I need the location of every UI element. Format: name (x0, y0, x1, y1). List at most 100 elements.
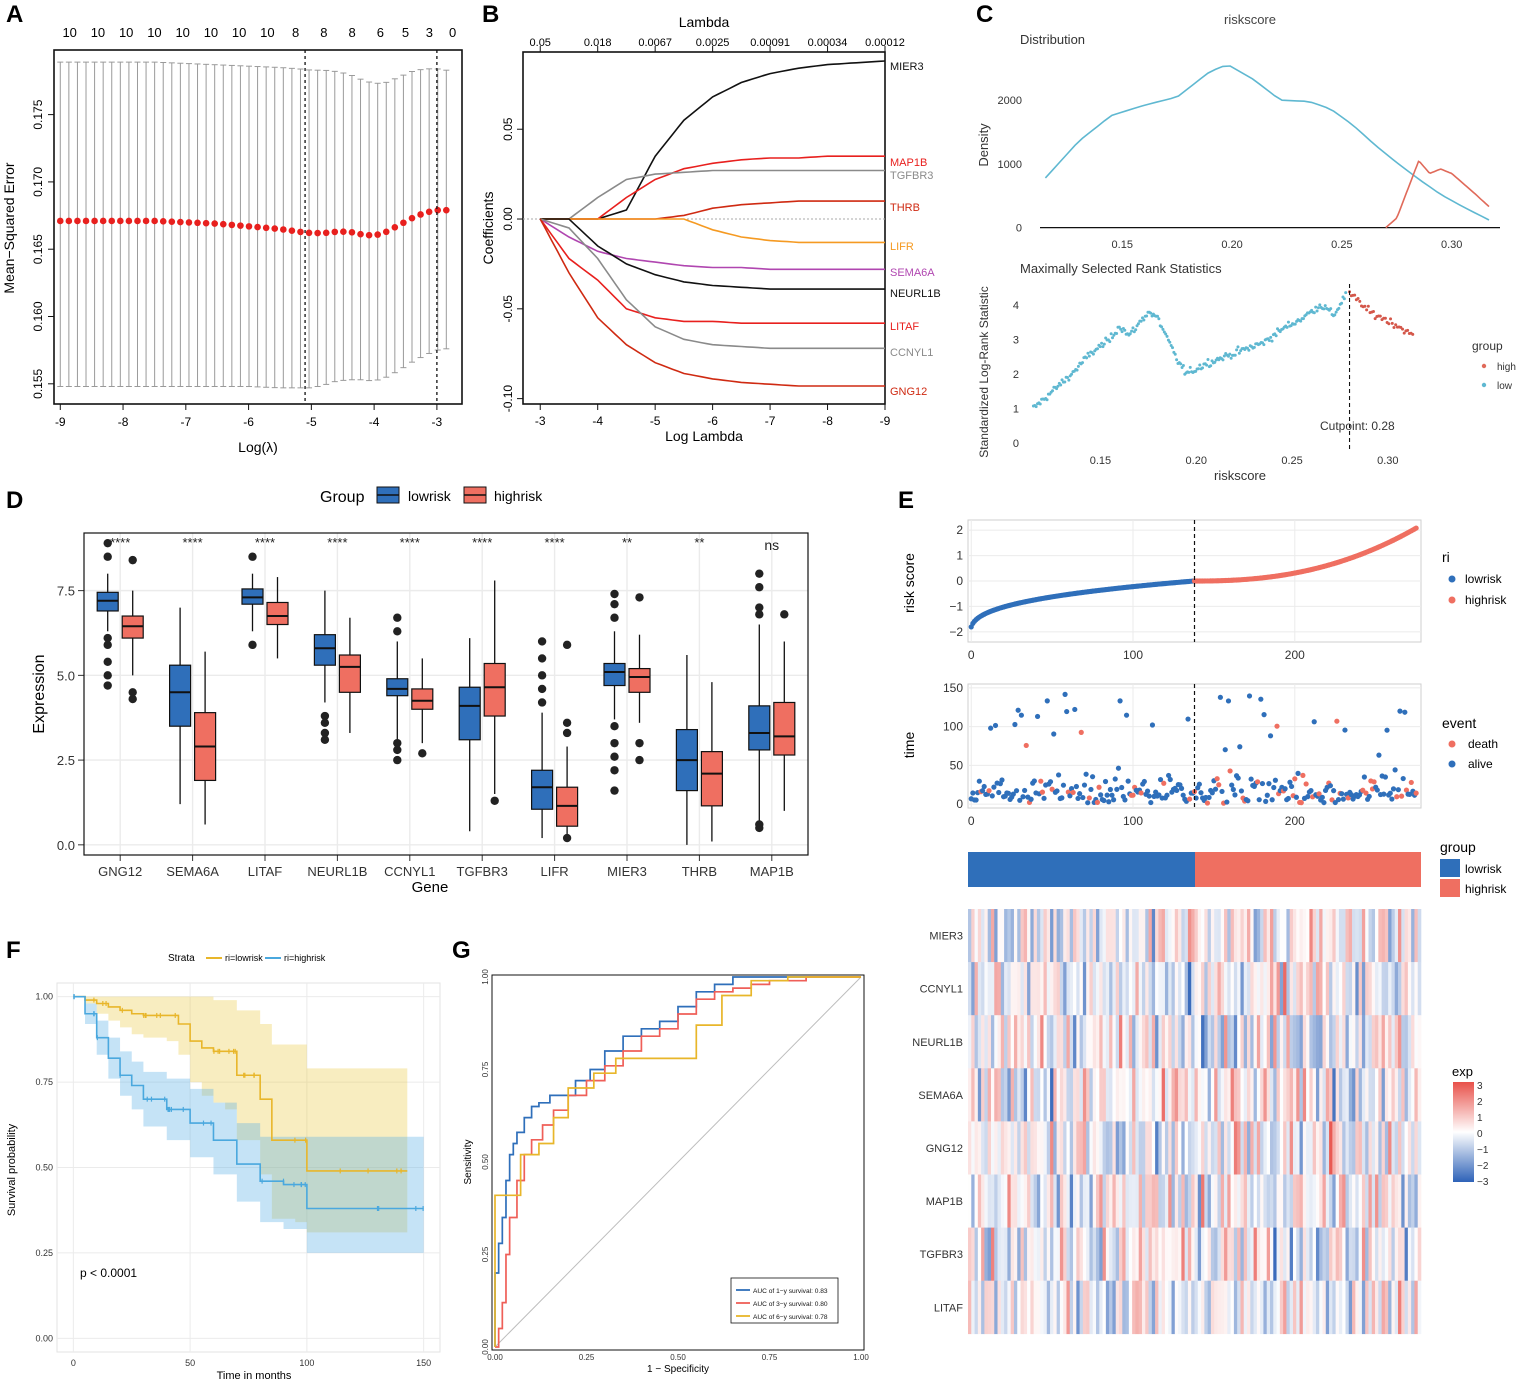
rank-point-low (1145, 314, 1149, 318)
mse-point (99, 217, 107, 225)
x-tick-label: -7 (180, 415, 191, 429)
heatmap-cell (1122, 962, 1126, 1016)
time-point-alive (1402, 709, 1408, 715)
time-point-alive (1051, 731, 1057, 737)
panel-f-ylabel: Survival probability (6, 1123, 18, 1216)
heatmap-cell (1066, 1015, 1071, 1069)
mse-point (151, 217, 158, 225)
heatmap-cell (1043, 1227, 1048, 1281)
time-point-alive (976, 778, 982, 784)
heatmap-cell (1368, 1121, 1373, 1175)
heatmap-cell (1233, 1174, 1238, 1228)
panel-c-legend-low-key (1481, 382, 1487, 388)
x-tick-label: 100 (299, 1358, 314, 1368)
heatmap-cell (1056, 962, 1061, 1016)
heatmap-cell (1338, 962, 1343, 1016)
heatmap-cell (1181, 1227, 1185, 1281)
heatmap-cell (1043, 1174, 1048, 1228)
heatmap-cell (1119, 962, 1123, 1016)
heatmap-cell (1158, 909, 1162, 963)
outlier-lowrisk (103, 633, 112, 643)
time-point-alive (1308, 788, 1314, 794)
heatmap-cell (1128, 1174, 1133, 1228)
heatmap-cell (997, 1068, 1002, 1122)
heatmap-cell (1191, 1280, 1195, 1335)
time-point-alive (1034, 713, 1041, 720)
time-point-death (1300, 772, 1306, 778)
time-point-alive (1157, 776, 1164, 783)
heatmap-cell (1105, 1174, 1110, 1228)
time-point-alive (1287, 779, 1293, 785)
time-point-alive (1085, 800, 1091, 806)
heatmap-cell (1066, 1174, 1071, 1228)
heatmap-cell (1151, 909, 1156, 963)
time-point-alive (1271, 784, 1277, 791)
outlier-lowrisk (393, 738, 402, 748)
heatmap-cell (1207, 1121, 1212, 1175)
heatmap-cell (1046, 1227, 1051, 1281)
heatmap-cell (1352, 1280, 1356, 1335)
heatmap-cell (1384, 1068, 1389, 1122)
heatmap-cell (1335, 1068, 1340, 1122)
panel-e-group-bar-lowrisk (968, 852, 1195, 887)
time-point-alive (1064, 708, 1070, 715)
km-curve-lowrisk (73, 995, 408, 1172)
panel-e-group-legend-highrisk-key (1440, 879, 1460, 897)
heatmap-cell (1128, 1121, 1133, 1175)
heatmap-cell (1079, 1015, 1084, 1069)
heatmap-cell (1299, 962, 1304, 1016)
time-point-alive (1115, 765, 1122, 771)
heatmap-cell (1020, 1227, 1025, 1281)
y-tick-label: 5.0 (57, 668, 75, 683)
heatmap-cell (1197, 1174, 1202, 1228)
y-tick-label: -0.05 (501, 295, 515, 323)
heatmap-cell (1148, 962, 1153, 1016)
time-point-alive (1031, 778, 1037, 784)
mse-point (219, 220, 227, 228)
heatmap-cell (1027, 1174, 1031, 1228)
outlier-highrisk (562, 640, 572, 650)
time-point-alive (1259, 780, 1266, 787)
heatmap-cell (1279, 1280, 1284, 1335)
heatmap-cell (1401, 1227, 1405, 1281)
heatmap-cell (1224, 1227, 1228, 1281)
heatmap-cell (1020, 1015, 1025, 1069)
heatmap-cell (1115, 909, 1120, 963)
heatmap-cell (1322, 1015, 1327, 1069)
heatmap-cell (1102, 1068, 1107, 1122)
heatmap-cell (994, 1015, 998, 1069)
heatmap-cell (1217, 962, 1222, 1016)
heatmap-cell (1046, 909, 1051, 963)
heatmap-cell (1361, 1015, 1366, 1069)
heatmap-cell (1398, 1068, 1402, 1122)
heatmap-cell (1233, 1227, 1238, 1281)
panel-d-legend-title: Group (320, 489, 365, 506)
x-tick-label: MIER3 (607, 864, 647, 879)
heatmap-cell (1168, 1227, 1172, 1281)
heatmap-cell (1000, 1121, 1005, 1175)
heatmap-cell (1168, 1174, 1172, 1228)
time-point-alive (1111, 797, 1117, 803)
heatmap-cell (1306, 1121, 1310, 1175)
heatmap-cell (981, 1121, 985, 1175)
x-tick-label: 0.20 (1221, 239, 1242, 251)
time-point-alive (1400, 775, 1406, 782)
coef-path-neurl1b (540, 218, 885, 290)
time-point-alive (1225, 698, 1232, 704)
heatmap-cell (1197, 1015, 1202, 1069)
heatmap-cell (1312, 909, 1317, 963)
heatmap-cell (1089, 1068, 1094, 1122)
heatmap-cell (1263, 1174, 1268, 1228)
heatmap-cell (1020, 1121, 1025, 1175)
rank-point-low (1247, 348, 1251, 352)
y-tick-label: 7.5 (57, 584, 75, 599)
y-tick-label: −2 (949, 625, 963, 639)
heatmap-cell (1266, 962, 1271, 1016)
outlier-lowrisk (393, 755, 402, 765)
outlier-lowrisk (755, 583, 764, 592)
heatmap-cell (1204, 962, 1208, 1016)
rank-point-low (1120, 330, 1124, 334)
heatmap-cell (1059, 1068, 1064, 1122)
heatmap-cell (1411, 1068, 1415, 1122)
heatmap-cell (990, 1068, 995, 1122)
